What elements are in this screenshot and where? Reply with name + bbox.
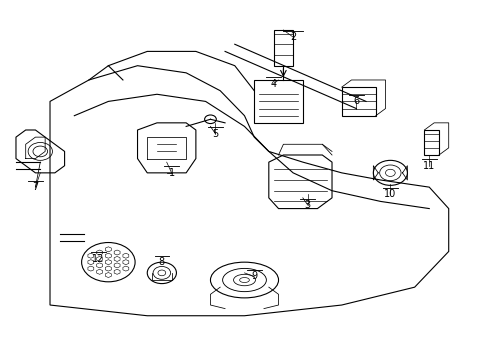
Text: 12: 12 <box>92 253 104 264</box>
Text: 8: 8 <box>159 257 164 267</box>
Text: 11: 11 <box>422 161 434 171</box>
Bar <box>341 87 375 116</box>
Text: 3: 3 <box>304 200 310 210</box>
Text: 2: 2 <box>289 32 296 42</box>
Text: 9: 9 <box>251 271 257 282</box>
Text: 6: 6 <box>352 96 359 107</box>
Text: 1: 1 <box>168 168 174 178</box>
Bar <box>273 30 292 66</box>
Text: 4: 4 <box>270 78 276 89</box>
Text: 10: 10 <box>384 189 396 199</box>
Text: 7: 7 <box>32 182 39 192</box>
Bar <box>254 80 302 123</box>
Text: 5: 5 <box>212 129 218 139</box>
